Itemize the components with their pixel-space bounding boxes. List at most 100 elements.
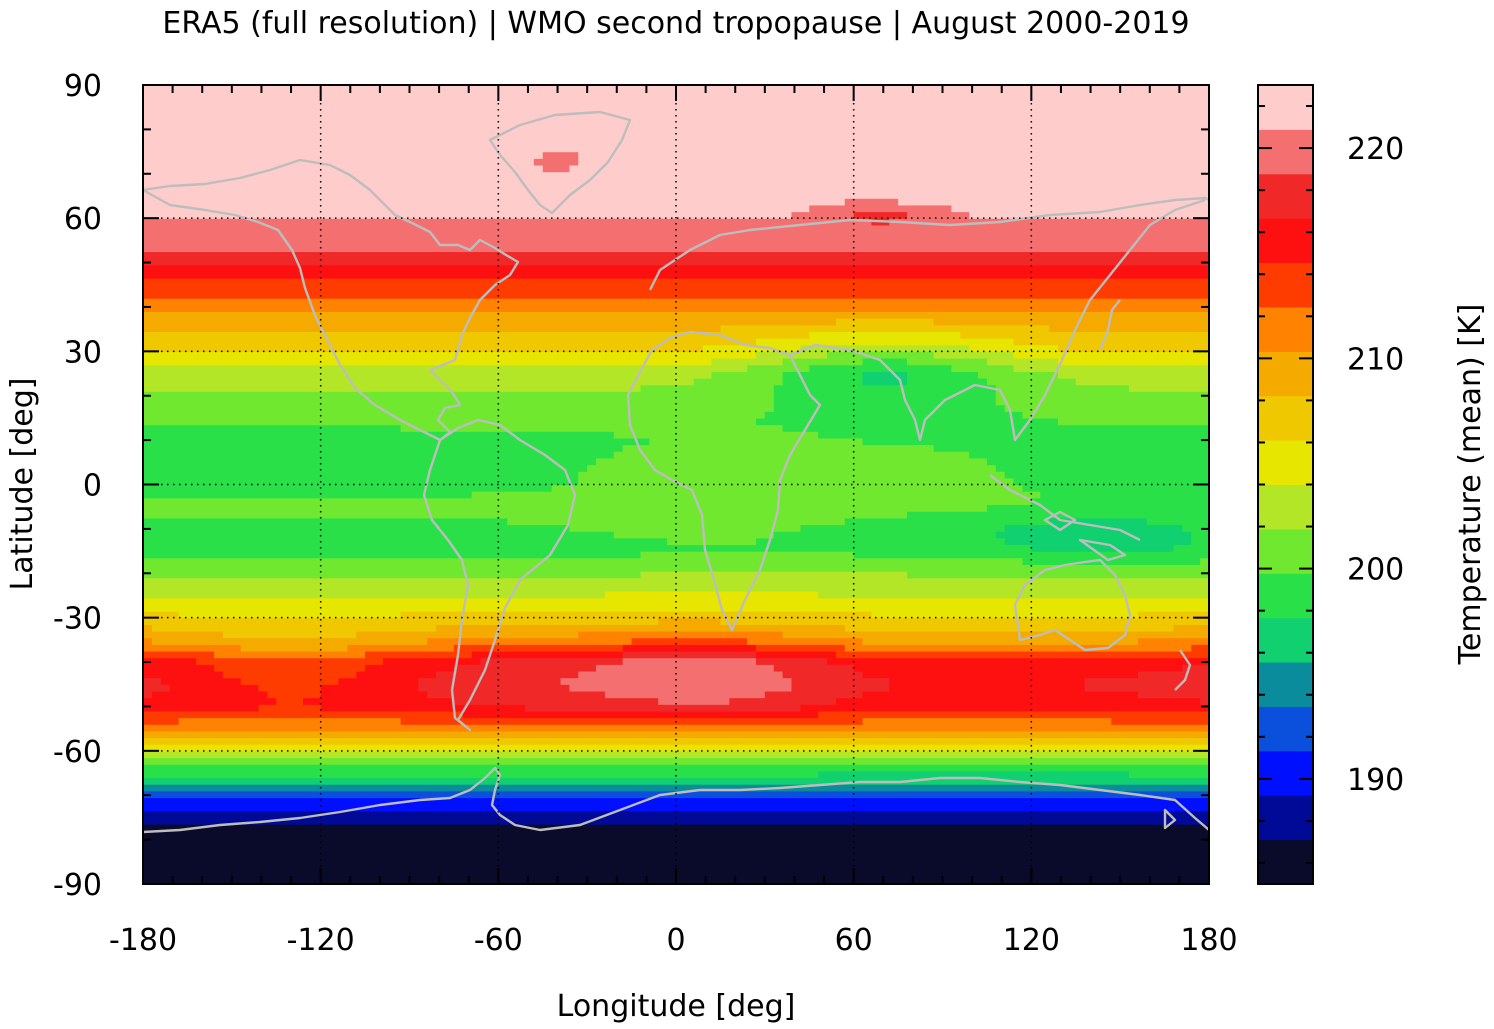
chart-title: ERA5 (full resolution) | WMO second trop…	[162, 6, 1189, 41]
heatmap-cell	[986, 357, 1059, 366]
heatmap-cell	[143, 311, 1209, 319]
heatmap-cell	[862, 717, 1112, 725]
coastline-north-america	[143, 158, 520, 442]
heatmap-cell	[143, 630, 224, 639]
heatmap-cell	[747, 637, 864, 645]
heatmap-cell	[240, 644, 348, 652]
heatmap-cell	[196, 657, 384, 665]
heatmap-cell	[1173, 544, 1209, 552]
y-tick-label: 60	[64, 202, 102, 237]
heatmap-cell	[143, 364, 748, 372]
heatmap-cell	[1004, 537, 1192, 546]
heatmap-cell	[906, 371, 979, 379]
heatmap-cell	[143, 184, 1209, 193]
heatmap-cell	[658, 617, 722, 625]
heatmap-cell	[596, 664, 775, 672]
heatmap-cell	[995, 397, 1209, 406]
heatmap-cell	[143, 557, 1024, 565]
heatmap-cell	[1111, 717, 1209, 725]
heatmap-cell	[773, 397, 997, 406]
heatmap-cell	[995, 531, 1192, 539]
heatmap-cell	[906, 511, 1209, 519]
heatmap-cell	[143, 377, 695, 386]
heatmap-cell	[720, 324, 1050, 332]
heatmap-cell	[214, 664, 366, 672]
coastline-islands	[989, 299, 1192, 830]
heatmap-cell	[791, 211, 855, 219]
heatmap-cell	[1084, 684, 1209, 692]
heatmap-cell	[143, 764, 1209, 772]
heatmap-cell	[986, 504, 1209, 512]
heatmap-cell	[143, 670, 224, 679]
colorbar-swatch	[1258, 573, 1313, 619]
heatmap-cell	[143, 524, 570, 532]
heatmap-cell	[143, 817, 1209, 825]
y-tick-label: 0	[83, 469, 102, 504]
heatmap-cell	[400, 611, 873, 619]
heatmap-cell	[143, 131, 1209, 139]
heatmap-cell	[1137, 637, 1209, 645]
heatmap-cell	[143, 504, 988, 512]
y-tick-label: 30	[64, 335, 102, 370]
x-tick-label: -120	[287, 923, 355, 958]
heatmap-cell	[569, 524, 801, 532]
heatmap-cell	[453, 664, 597, 672]
coastline-australia	[1013, 558, 1132, 652]
heatmap-cell	[969, 451, 1209, 459]
colorbar-swatch	[1258, 306, 1313, 352]
heatmap-cell	[143, 258, 1209, 266]
heatmap-cell	[222, 670, 357, 679]
heatmap-cell	[818, 591, 1209, 599]
heatmap-cell	[143, 444, 624, 452]
heatmap-cell	[809, 204, 952, 213]
colorbar-tick-label: 200	[1347, 553, 1404, 588]
heatmap-cell	[995, 464, 1209, 472]
heatmap-cell	[853, 664, 1183, 672]
heatmap-cell	[143, 251, 1209, 259]
heatmap-cell	[613, 531, 775, 539]
heatmap-cell	[853, 551, 1209, 559]
heatmap-cell	[969, 344, 1059, 352]
heatmap-cell	[578, 151, 1209, 159]
heatmap-cell	[542, 151, 579, 159]
heatmap-cell	[143, 677, 162, 685]
heatmap-cell	[143, 464, 588, 472]
heatmap-cell	[1049, 517, 1148, 526]
x-tick-label: 180	[1180, 923, 1237, 958]
heatmap-cell	[604, 690, 766, 699]
heatmap-cell	[640, 551, 855, 559]
heatmap-cell	[143, 564, 1209, 572]
heatmap-cell	[782, 630, 1209, 639]
heatmap-cell	[755, 417, 1059, 426]
colorbar-ticks	[1258, 105, 1313, 864]
heatmap-cell	[1057, 417, 1209, 426]
heatmap-cell	[729, 697, 837, 705]
heatmap-cell	[711, 371, 784, 379]
heatmap-cell	[267, 690, 322, 699]
x-tick-label: -60	[474, 923, 523, 958]
heatmap-cell	[747, 364, 810, 372]
heatmap-cell	[871, 611, 1139, 619]
heatmap-cell	[320, 690, 428, 699]
y-tick-label: 90	[64, 69, 102, 104]
heatmap-cell	[143, 611, 180, 619]
heatmap-cell	[782, 357, 864, 366]
heatmap-cell	[1057, 344, 1209, 352]
heatmap-cell	[143, 318, 837, 326]
heatmap-cell	[143, 690, 153, 699]
heatmap-cell	[143, 371, 713, 379]
heatmap-cell	[818, 770, 1130, 779]
colorbar-swatch	[1258, 484, 1313, 530]
heatmap-cell	[978, 371, 1059, 379]
colorbar-swatch	[1258, 129, 1313, 175]
heatmap-cell	[658, 697, 730, 705]
heatmap-cell	[143, 857, 1209, 865]
heatmap-cell	[1004, 471, 1209, 479]
heatmap-cell	[862, 637, 1139, 645]
heatmap-cell	[862, 670, 1139, 679]
heatmap-cell	[827, 657, 1209, 665]
heatmap-cell	[862, 437, 1209, 446]
heatmap-cell	[889, 218, 1209, 226]
heatmap-cell	[1004, 524, 1183, 532]
x-tick-label: 60	[835, 923, 873, 958]
